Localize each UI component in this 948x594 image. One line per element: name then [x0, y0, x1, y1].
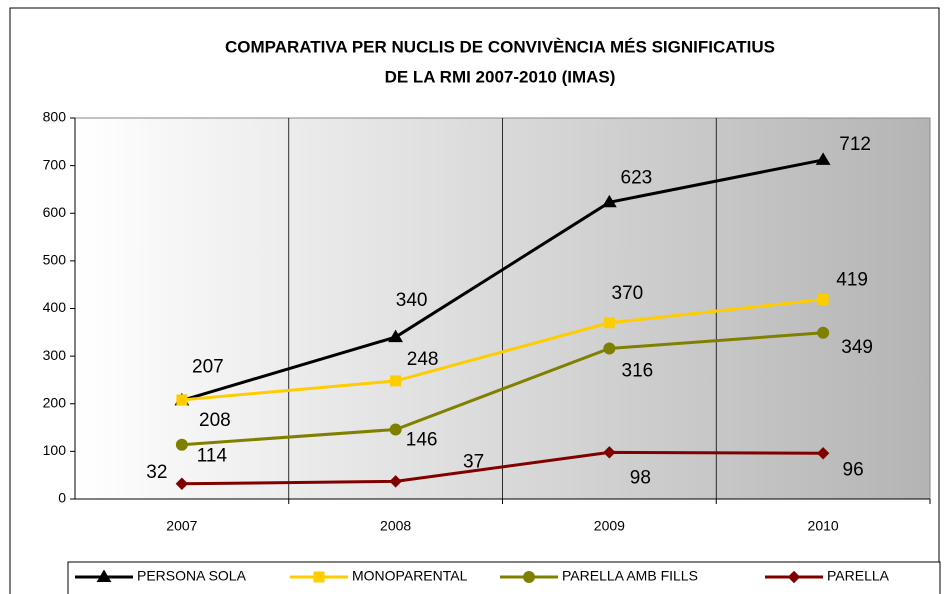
legend-marker [787, 570, 801, 584]
y-tick-label: 600 [43, 204, 67, 220]
data-label: 623 [621, 167, 653, 188]
data-point [176, 394, 188, 406]
data-label: 340 [396, 290, 428, 311]
legend-marker [313, 571, 325, 583]
data-label: 37 [463, 451, 484, 472]
data-point [817, 326, 830, 339]
y-tick-label: 800 [43, 109, 67, 125]
legend-label: PARELLA [827, 568, 890, 584]
y-tick-label: 400 [43, 299, 67, 315]
data-label: 32 [146, 462, 167, 483]
data-label: 248 [407, 349, 439, 370]
legend-label: MONOPARENTAL [352, 568, 468, 584]
data-point [175, 477, 189, 490]
chart-title: DE LA RMI 2007-2010 (IMAS) [385, 67, 616, 86]
y-tick-label: 200 [43, 394, 67, 410]
data-label: 370 [612, 283, 644, 304]
data-label: 316 [622, 361, 654, 382]
legend-marker [523, 571, 535, 583]
data-label: 349 [841, 337, 873, 358]
data-label: 712 [839, 134, 871, 155]
x-tick-label: 2010 [808, 518, 839, 534]
x-tick-label: 2007 [166, 518, 197, 534]
data-point [601, 194, 617, 208]
y-tick-label: 700 [43, 156, 67, 172]
data-point [816, 447, 830, 460]
chart-title: COMPARATIVA PER NUCLIS DE CONVIVÈNCIA MÉ… [225, 37, 775, 56]
data-label: 146 [406, 429, 438, 450]
data-point [389, 475, 402, 488]
series-line [181, 450, 824, 486]
data-point [390, 375, 402, 387]
y-tick-label: 500 [43, 252, 67, 268]
x-tick-label: 2009 [594, 518, 625, 534]
data-label: 96 [843, 459, 864, 480]
series-line [181, 331, 824, 447]
data-point [175, 438, 188, 451]
y-tick-label: 100 [43, 442, 67, 458]
data-point [388, 329, 404, 343]
data-label: 208 [199, 410, 231, 431]
series-line [181, 297, 824, 402]
legend-label: PERSONA SOLA [137, 568, 247, 584]
data-label: 98 [630, 467, 651, 488]
data-point [603, 446, 616, 459]
series-line [181, 158, 824, 402]
y-tick-label: 0 [58, 490, 66, 506]
x-tick-label: 2008 [380, 518, 411, 534]
data-point [815, 152, 831, 165]
data-point [817, 293, 829, 305]
data-label: 419 [836, 269, 868, 290]
legend-marker [96, 569, 112, 582]
data-point [389, 423, 402, 436]
data-label: 207 [192, 356, 224, 377]
legend-label: PARELLA AMB FILLS [562, 568, 698, 584]
y-tick-label: 300 [43, 347, 67, 363]
data-point [603, 317, 615, 329]
data-label: 114 [197, 446, 228, 467]
data-point [603, 342, 616, 355]
